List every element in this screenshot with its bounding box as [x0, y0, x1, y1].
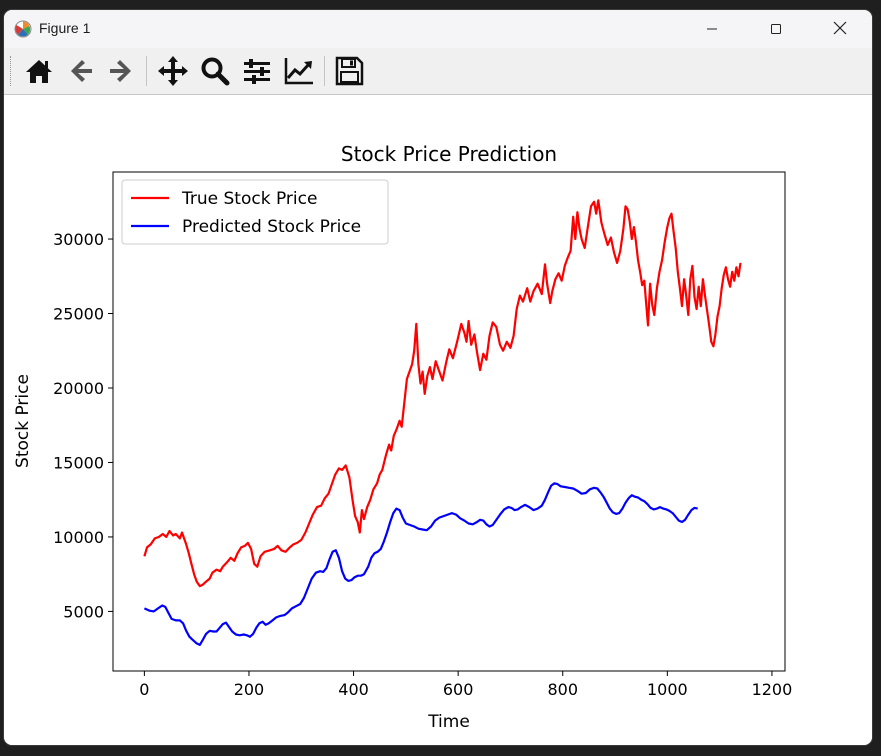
- arrow-left-icon: [64, 54, 98, 88]
- y-tick-label: 30000: [53, 230, 104, 249]
- minimize-button[interactable]: [680, 10, 744, 48]
- series-line-true-stock-price: [143, 199, 742, 588]
- y-tick-label: 15000: [53, 453, 104, 472]
- line-chart[interactable]: 0 200 400 600 800 1000 1200 5000 10000 15000 20000…: [4, 95, 872, 745]
- x-tick-label: 0: [139, 680, 149, 699]
- home-button[interactable]: [22, 54, 56, 88]
- y-tick-label: 25000: [53, 305, 104, 324]
- y-axis-label: Stock Price: [13, 374, 33, 468]
- chart-line-icon: [282, 54, 316, 88]
- maximize-button[interactable]: [744, 10, 808, 48]
- floppy-disk-icon: [332, 54, 366, 88]
- sliders-icon: [240, 54, 274, 88]
- plot-area: [113, 172, 785, 671]
- legend-box: [121, 179, 389, 245]
- y-tick-label: 5000: [63, 602, 104, 621]
- save-button[interactable]: [332, 54, 366, 88]
- back-button[interactable]: [64, 54, 98, 88]
- close-icon: [833, 20, 847, 39]
- x-axis-label: Time: [427, 712, 470, 732]
- title-bar[interactable]: Figure 1: [4, 10, 872, 48]
- x-tick-label: 600: [443, 680, 474, 699]
- toolbar-separator: [146, 56, 147, 86]
- close-button[interactable]: [808, 10, 872, 48]
- legend-label-true: True Stock Price: [181, 189, 317, 209]
- series-line-predicted-stock-price: [143, 482, 698, 647]
- x-tick-label: 800: [547, 680, 578, 699]
- legend: True Stock Price Predicted Stock Price: [121, 179, 389, 245]
- toolbar-grip: [10, 56, 13, 86]
- pan-button[interactable]: [156, 54, 190, 88]
- legend-label-predicted: Predicted Stock Price: [182, 217, 361, 237]
- matplotlib-logo-icon: [14, 20, 32, 38]
- figure-canvas[interactable]: 0 200 400 600 800 1000 1200 5000 10000 15000 20000…: [4, 95, 872, 745]
- arrow-right-icon: [104, 54, 138, 88]
- y-tick-label: 10000: [53, 528, 104, 547]
- move-icon: [156, 54, 190, 88]
- chart-title: Stock Price Prediction: [341, 142, 557, 166]
- y-tick-label: 20000: [53, 379, 104, 398]
- edit-axis-button[interactable]: [282, 54, 316, 88]
- x-tick-label: 400: [338, 680, 369, 699]
- toolbar-separator: [324, 56, 325, 86]
- magnifier-icon: [198, 54, 232, 88]
- x-tick-label: 1000: [647, 680, 688, 699]
- navigation-toolbar: [4, 48, 872, 95]
- x-tick-label: 1200: [752, 680, 793, 699]
- maximize-icon: [770, 20, 782, 39]
- forward-button[interactable]: [104, 54, 138, 88]
- zoom-button[interactable]: [198, 54, 232, 88]
- window-title: Figure 1: [39, 20, 91, 36]
- minimize-icon: [706, 20, 718, 39]
- home-icon: [22, 54, 56, 88]
- configure-subplots-button[interactable]: [240, 54, 274, 88]
- x-tick-label: 200: [234, 680, 265, 699]
- figure-window: Figure 1: [4, 10, 872, 745]
- axes-frame: [112, 171, 786, 672]
